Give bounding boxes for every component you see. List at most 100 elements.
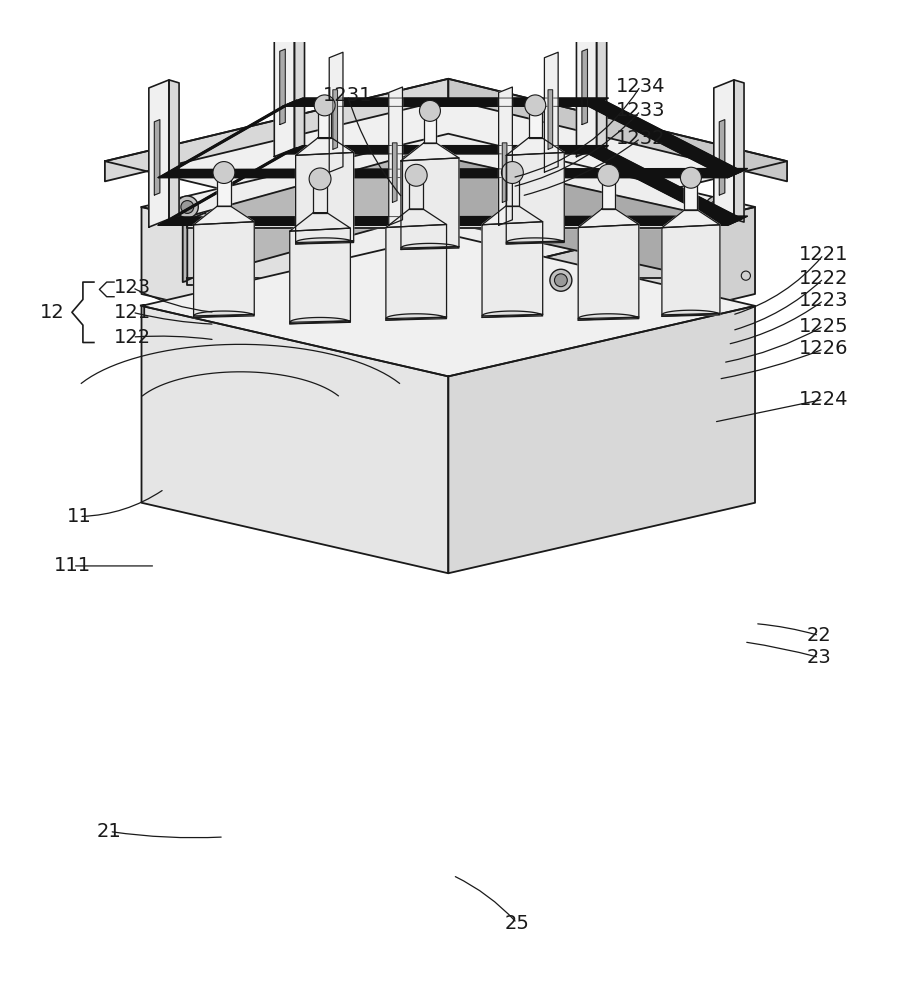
Polygon shape: [290, 317, 350, 324]
Text: 1223: 1223: [799, 291, 848, 310]
Polygon shape: [158, 216, 748, 225]
Text: 21: 21: [97, 822, 122, 841]
Polygon shape: [582, 49, 588, 125]
Polygon shape: [548, 90, 553, 149]
Polygon shape: [685, 171, 698, 210]
Circle shape: [525, 95, 546, 116]
Polygon shape: [499, 87, 513, 225]
Text: 11: 11: [67, 507, 91, 526]
Polygon shape: [577, 9, 597, 157]
Circle shape: [419, 100, 441, 121]
Polygon shape: [719, 120, 724, 195]
Polygon shape: [503, 143, 507, 202]
Circle shape: [213, 162, 235, 183]
Polygon shape: [506, 152, 565, 244]
Polygon shape: [274, 9, 295, 157]
Polygon shape: [482, 222, 542, 317]
Polygon shape: [544, 52, 558, 172]
Polygon shape: [141, 234, 755, 376]
Circle shape: [706, 196, 727, 218]
Text: 1232: 1232: [615, 129, 665, 148]
Polygon shape: [401, 158, 459, 249]
Polygon shape: [420, 152, 718, 282]
Polygon shape: [578, 209, 638, 227]
Text: 1221: 1221: [799, 245, 848, 264]
Polygon shape: [158, 147, 298, 225]
Text: 1225: 1225: [799, 317, 848, 336]
Polygon shape: [283, 146, 609, 154]
Polygon shape: [296, 238, 354, 244]
Circle shape: [711, 201, 723, 213]
Polygon shape: [296, 138, 354, 155]
Polygon shape: [448, 79, 787, 181]
Polygon shape: [141, 306, 448, 573]
Polygon shape: [589, 147, 742, 225]
Polygon shape: [313, 172, 327, 213]
Text: 1226: 1226: [799, 339, 848, 358]
Text: 1224: 1224: [799, 390, 848, 409]
Polygon shape: [194, 206, 254, 225]
Polygon shape: [386, 209, 446, 227]
Polygon shape: [662, 210, 720, 228]
Polygon shape: [169, 80, 179, 222]
Polygon shape: [423, 104, 436, 143]
Polygon shape: [506, 238, 565, 244]
Polygon shape: [602, 169, 615, 209]
Polygon shape: [318, 99, 331, 138]
Circle shape: [314, 95, 335, 116]
Polygon shape: [188, 212, 206, 280]
Polygon shape: [154, 120, 160, 195]
Polygon shape: [393, 143, 397, 202]
Text: 22: 22: [807, 626, 832, 645]
Polygon shape: [296, 152, 354, 244]
Circle shape: [176, 196, 199, 218]
Polygon shape: [409, 169, 423, 209]
Polygon shape: [333, 90, 337, 149]
Polygon shape: [505, 166, 519, 206]
Polygon shape: [188, 278, 710, 285]
Text: 123: 123: [114, 278, 151, 297]
Polygon shape: [188, 221, 710, 228]
Circle shape: [550, 269, 572, 291]
Polygon shape: [597, 9, 607, 152]
Polygon shape: [691, 212, 710, 280]
Polygon shape: [149, 80, 169, 227]
Text: 1231: 1231: [322, 86, 372, 105]
Polygon shape: [141, 134, 755, 280]
Polygon shape: [280, 49, 286, 125]
Text: 111: 111: [55, 556, 91, 575]
Polygon shape: [290, 228, 350, 324]
Circle shape: [181, 201, 194, 213]
Polygon shape: [401, 143, 459, 161]
Text: 23: 23: [807, 648, 832, 667]
Circle shape: [310, 168, 331, 190]
Polygon shape: [158, 100, 298, 178]
Polygon shape: [329, 52, 343, 172]
Polygon shape: [662, 310, 720, 316]
Polygon shape: [217, 166, 231, 206]
Text: 1234: 1234: [615, 77, 665, 96]
Circle shape: [325, 274, 338, 287]
Polygon shape: [529, 99, 541, 138]
Polygon shape: [194, 311, 254, 317]
Circle shape: [321, 269, 343, 291]
Polygon shape: [194, 222, 254, 317]
Polygon shape: [295, 9, 305, 152]
Polygon shape: [482, 311, 542, 317]
Polygon shape: [105, 79, 448, 181]
Polygon shape: [448, 207, 755, 367]
Polygon shape: [714, 80, 734, 227]
Polygon shape: [158, 169, 748, 178]
Circle shape: [598, 164, 619, 186]
Circle shape: [680, 167, 701, 188]
Polygon shape: [448, 306, 755, 573]
Polygon shape: [389, 87, 403, 225]
Text: 1222: 1222: [799, 269, 848, 288]
Polygon shape: [734, 80, 744, 222]
Polygon shape: [283, 98, 609, 106]
Polygon shape: [386, 224, 446, 320]
Polygon shape: [578, 224, 638, 320]
Circle shape: [406, 164, 427, 186]
Text: 1233: 1233: [615, 101, 665, 120]
Polygon shape: [401, 243, 459, 249]
